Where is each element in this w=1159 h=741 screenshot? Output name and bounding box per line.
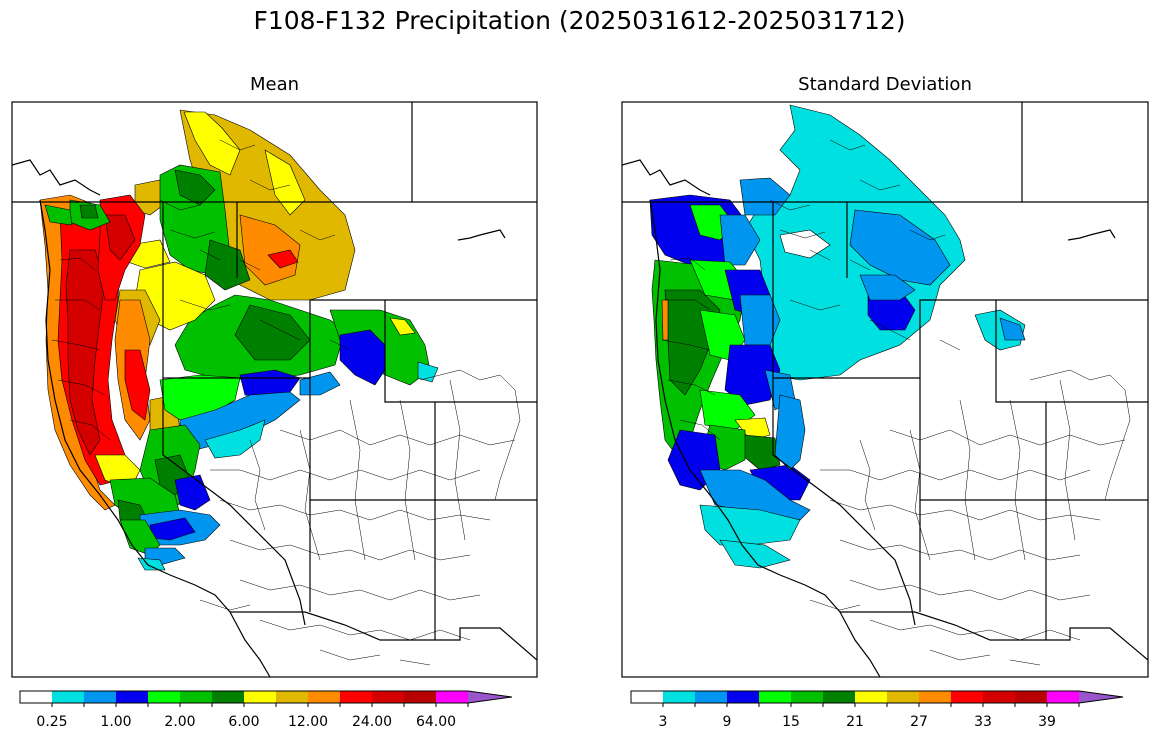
colorbar-swatch (951, 691, 983, 703)
colorbar-tick-label: 0.25 (36, 714, 67, 730)
map-mean (12, 102, 537, 677)
colorbar-swatch (727, 691, 759, 703)
map-stddev-frame (621, 101, 1149, 678)
colorbar-swatch (276, 691, 308, 703)
colorbar-mean: 0.25 1.00 2.00 6.00 12.00 24.00 64.00 (19, 690, 513, 730)
colorbar-swatch (468, 691, 512, 703)
colorbar-swatch (340, 691, 372, 703)
map-mean-frame (11, 101, 538, 678)
stddev-fields (649, 104, 1026, 569)
colorbar-tick-label: 64.00 (416, 714, 456, 730)
mean-boundaries (12, 102, 537, 677)
colorbar-swatch (983, 691, 1015, 703)
colorbar-tick-label: 27 (910, 714, 928, 730)
colorbar-tick-label: 33 (974, 714, 992, 730)
map-stddev (622, 102, 1148, 677)
mean-basin-outlines (51, 139, 521, 666)
colorbar-stddev: 3 9 15 21 27 33 39 (630, 690, 1124, 730)
colorbar-tick-label: 3 (659, 714, 668, 730)
colorbar-swatch (823, 691, 855, 703)
stddev-boundaries (622, 102, 1148, 677)
colorbar-tick-label: 39 (1038, 714, 1056, 730)
colorbar-outline (19, 690, 513, 704)
colorbar-swatch (1047, 691, 1079, 703)
colorbar-swatch (244, 691, 276, 703)
panel-title-mean: Mean (249, 74, 300, 95)
colorbar-swatch (631, 691, 663, 703)
colorbar-swatch (180, 691, 212, 703)
colorbar-swatch (212, 691, 244, 703)
colorbar-swatch (1015, 691, 1047, 703)
colorbar-swatch (919, 691, 951, 703)
panel-title-stddev: Standard Deviation (798, 74, 972, 95)
figure-title: F108-F132 Precipitation (2025031612-2025… (253, 6, 906, 35)
colorbar-swatch (308, 691, 340, 703)
colorbar-tick-label: 24.00 (352, 714, 392, 730)
colorbar-outline (630, 690, 1124, 704)
colorbar-swatch (663, 691, 695, 703)
colorbar-swatch (887, 691, 919, 703)
stddev-basin-outlines (661, 139, 1131, 666)
colorbar-tick-label: 9 (723, 714, 732, 730)
colorbar-tick-label: 12.00 (288, 714, 328, 730)
colorbar-swatch (855, 691, 887, 703)
colorbar-swatch (52, 691, 84, 703)
colorbar-tick-label: 6.00 (228, 714, 259, 730)
colorbar-swatch (759, 691, 791, 703)
colorbar-swatch (436, 691, 468, 703)
colorbar-swatch (372, 691, 404, 703)
colorbar-swatch (84, 691, 116, 703)
colorbar-tick-label: 15 (782, 714, 800, 730)
colorbar-swatch (791, 691, 823, 703)
colorbar-tick-label: 2.00 (164, 714, 195, 730)
colorbar-swatch (20, 691, 52, 703)
colorbar-swatch (695, 691, 727, 703)
colorbar-tick-label: 1.00 (100, 714, 131, 730)
colorbar-swatch (116, 691, 148, 703)
colorbar-swatch (404, 691, 436, 703)
colorbar-tick-label: 21 (846, 714, 864, 730)
colorbar-swatch (148, 691, 180, 703)
colorbar-swatch (1079, 691, 1123, 703)
mean-precip-fields (39, 109, 439, 571)
